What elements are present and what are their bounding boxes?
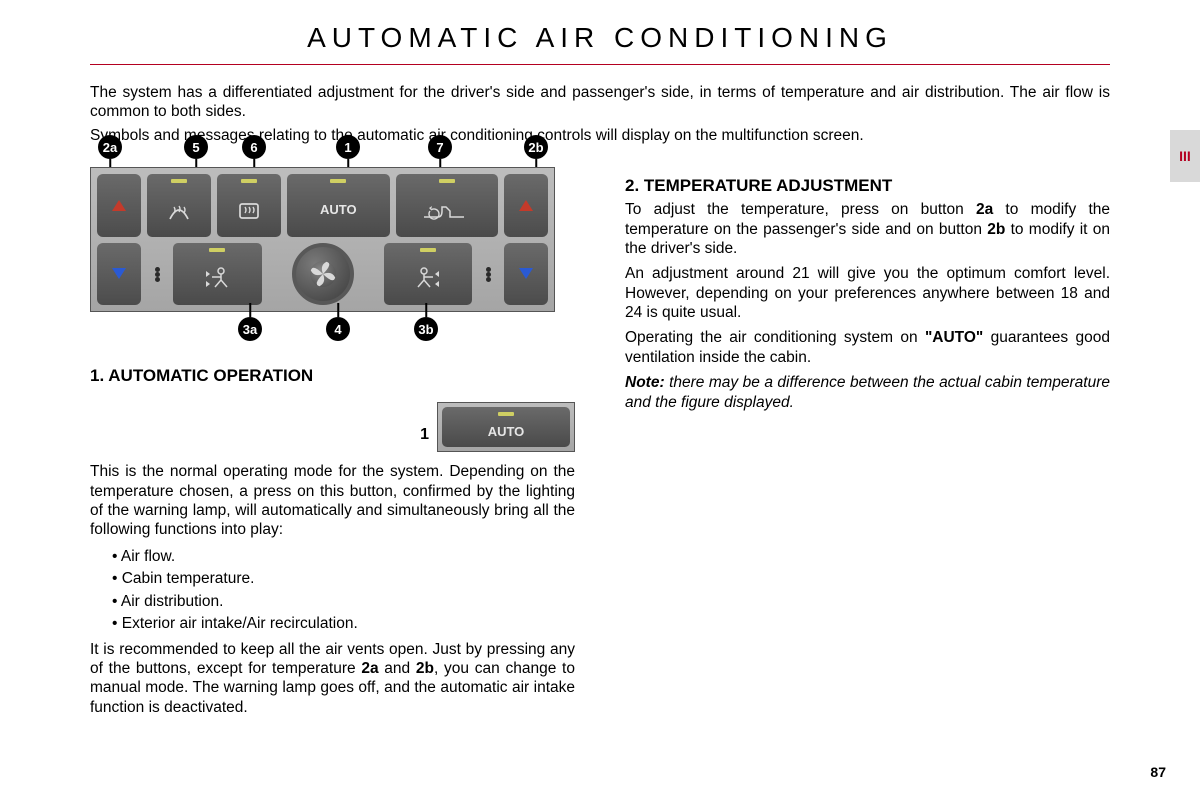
- front-defrost-button[interactable]: [147, 174, 211, 237]
- arrow-up-icon: [112, 200, 126, 211]
- arrow-up-icon: [519, 200, 533, 211]
- air-dist-icon: [200, 265, 234, 291]
- temp-rocker-driver: [504, 174, 548, 305]
- decor-dots-right: [478, 261, 498, 288]
- label-3a: 3a: [238, 317, 262, 341]
- section1-bullets: Air flow. Cabin temperature. Air distrib…: [112, 546, 575, 636]
- bullet-item: Air flow.: [112, 546, 575, 568]
- label-3b: 3b: [414, 317, 438, 341]
- label-6: 6: [242, 135, 266, 159]
- bullet-item: Exterior air intake/Air recirculation.: [112, 613, 575, 635]
- temp-down-driver[interactable]: [504, 243, 548, 306]
- temp-down-passenger[interactable]: [97, 243, 141, 306]
- left-column: 2a 5 6 1 7 2b: [90, 159, 575, 723]
- section2-p2: An adjustment around 21 will give you th…: [625, 264, 1110, 322]
- recirculation-icon: [420, 199, 474, 221]
- temp-rocker-passenger: [97, 174, 141, 305]
- label-7: 7: [428, 135, 452, 159]
- page-title: AUTOMATIC AIR CONDITIONING: [0, 0, 1200, 64]
- section2-note: Note: there may be a difference between …: [625, 373, 1110, 412]
- air-dist-passenger-button[interactable]: [173, 243, 262, 305]
- section1-p2: It is recommended to keep all the air ve…: [90, 640, 575, 718]
- warning-lamp: [209, 248, 225, 252]
- section2-text: To adjust the temperature, press on butt…: [625, 200, 1110, 412]
- warning-lamp: [330, 179, 346, 183]
- section1-text: This is the normal operating mode for th…: [90, 462, 575, 540]
- warning-lamp: [241, 179, 257, 183]
- label-1: 1: [336, 135, 360, 159]
- chapter-tab: III: [1170, 130, 1200, 182]
- section2-p3: Operating the air conditioning system on…: [625, 328, 1110, 367]
- fan-icon: [296, 247, 350, 301]
- rear-defrost-button[interactable]: [217, 174, 281, 237]
- bullet-item: Air distribution.: [112, 591, 575, 613]
- warning-lamp: [171, 179, 187, 183]
- label-2a: 2a: [98, 135, 122, 159]
- right-column: 2. TEMPERATURE ADJUSTMENT To adjust the …: [625, 159, 1110, 723]
- air-dist-icon: [411, 265, 445, 291]
- arrow-down-icon: [519, 268, 533, 279]
- control-panel-diagram: 2a 5 6 1 7 2b: [90, 167, 555, 312]
- label-5: 5: [184, 135, 208, 159]
- temp-up-driver[interactable]: [504, 174, 548, 237]
- auto-button-inset: AUTO: [437, 402, 575, 452]
- auto-label: AUTO: [320, 202, 357, 217]
- warning-lamp: [420, 248, 436, 252]
- auto-button-detail[interactable]: AUTO: [442, 407, 570, 447]
- recirculation-button[interactable]: [396, 174, 498, 237]
- rear-defrost-icon: [236, 199, 262, 221]
- decor-dots-left: [147, 261, 167, 288]
- intro-p1: The system has a differentiated adjustme…: [90, 83, 1110, 122]
- title-divider: [90, 64, 1110, 65]
- auto-button[interactable]: AUTO: [287, 174, 389, 237]
- label-4: 4: [326, 317, 350, 341]
- air-dist-driver-button[interactable]: [384, 243, 473, 305]
- front-defrost-icon: [166, 199, 192, 221]
- auto-inset-number: 1: [420, 426, 429, 444]
- fan-knob[interactable]: [292, 243, 354, 305]
- section1-p1: This is the normal operating mode for th…: [90, 462, 575, 540]
- auto-inset-row: 1 AUTO: [90, 402, 575, 458]
- section1-heading: 1. AUTOMATIC OPERATION: [90, 366, 575, 386]
- auto-label: AUTO: [488, 424, 525, 439]
- bullet-item: Cabin temperature.: [112, 568, 575, 590]
- section2-heading: 2. TEMPERATURE ADJUSTMENT: [625, 176, 1110, 196]
- section2-p1: To adjust the temperature, press on butt…: [625, 200, 1110, 258]
- intro-block: The system has a differentiated adjustme…: [90, 83, 1110, 145]
- temp-up-passenger[interactable]: [97, 174, 141, 237]
- warning-lamp: [498, 412, 514, 416]
- label-2b: 2b: [524, 135, 548, 159]
- page-number: 87: [1150, 764, 1166, 780]
- arrow-down-icon: [112, 268, 126, 279]
- warning-lamp: [439, 179, 455, 183]
